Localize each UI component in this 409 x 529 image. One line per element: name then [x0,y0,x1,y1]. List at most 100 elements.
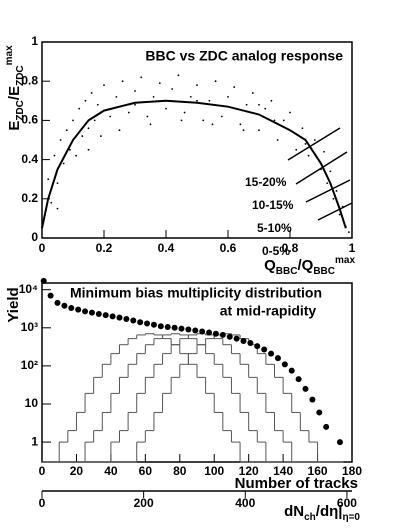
data-point [336,439,343,446]
scatter-point [245,103,248,106]
scatter-point [69,148,71,151]
data-point [288,367,295,374]
data-point [309,396,316,403]
data-point [268,350,275,357]
data-point [68,305,75,312]
scatter-point [90,92,93,94]
scatter-point [301,127,304,130]
x2-tick-label: 600 [337,496,357,510]
x-axis-label-part: max [335,255,355,266]
y-tick-label: 1 [31,34,38,48]
data-point [226,333,233,340]
data-point [212,330,219,337]
data-point [116,314,123,321]
x2-axis-label-part: η=0 [342,512,360,523]
scatter-point [332,197,335,200]
data-point [302,385,309,392]
plot-frame [41,282,353,463]
data-point [240,338,247,345]
data-point [171,324,178,331]
data-point [261,346,268,353]
y-axis-label-part: max [4,45,15,65]
data-point [185,326,192,333]
data-point [75,306,82,313]
y-tick-label: 10⁴ [19,282,38,296]
scatter-point [307,154,310,157]
scatter-point [65,129,68,132]
y-tick-label: 0 [31,230,38,244]
scatter-point [189,95,192,98]
scatter-point [93,119,96,122]
y-tick-label: 10² [21,358,38,372]
scatter-point [183,111,186,114]
data-point [316,409,323,416]
scatter-point [140,76,143,79]
x2-axis-label-part: ch [304,512,316,523]
scatter-point [282,119,285,122]
scatter-point [121,80,124,83]
scatter-point [258,103,260,106]
scatter-point [211,123,214,126]
scatter-point [47,178,50,181]
scatter-point [208,99,211,102]
x-axis-label: QBBC/QBBCmax [264,255,355,277]
scatter-point [233,86,236,88]
data-point [109,313,116,320]
scatter-point [196,84,198,87]
y-axis-label: Yield [5,287,22,322]
x-tick-label: 0 [39,464,46,478]
x-tick-label: 160 [308,464,328,478]
scatter-point [251,92,254,94]
scatter-point [180,119,183,122]
centrality-label: 10-15% [252,198,294,212]
scatter-point [165,107,167,110]
data-point [137,319,144,326]
plot-frame [41,41,353,239]
scatter-point [87,127,90,130]
scatter-point [56,182,59,185]
x2-axis-label-part: dN [284,503,304,520]
scatter-point [270,99,273,102]
scatter-point [171,88,174,90]
centrality-cut [295,151,348,185]
scatter-point [56,207,59,210]
scatter-point [134,90,136,92]
x2-axis-label-part: /dη| [316,503,343,520]
data-point [54,299,61,306]
data-point [219,331,226,338]
scatter-point [103,84,105,87]
y-axis-label-part: ZDC [15,100,26,121]
data-point [274,355,281,362]
x-tick-label: 40 [104,464,118,478]
scatter-point [96,103,99,106]
data-point [295,376,302,383]
x-tick-label: 120 [239,464,259,478]
data-point [192,327,199,334]
scatter-point [348,231,350,234]
x-tick-label: 180 [342,464,362,478]
scatter-point [329,170,332,173]
data-point [157,323,164,330]
x-tick-label: 1 [349,241,356,255]
scatter-point [227,95,229,98]
scatter-point [149,123,152,126]
y-tick-label: 1 [31,434,38,448]
x-tick-label: 0 [39,241,46,255]
scatter-point [214,80,217,83]
chart-subtitle: at mid-rapidity [220,303,317,319]
y-axis-label-part: ZDC [15,65,26,86]
centrality-cut [287,127,341,161]
scatter-point [115,95,118,98]
scatter-point [158,82,161,85]
scatter-point [273,119,276,122]
data-point [233,335,240,342]
scatter-point [87,148,90,151]
data-point [199,328,206,335]
scatter-point [313,139,316,141]
x-tick-label: 0.6 [220,241,237,255]
scatter-point [84,99,87,102]
x-tick-label: 0.4 [158,241,175,255]
scatter-point [335,190,338,192]
y-tick-label: 0.6 [21,113,38,127]
